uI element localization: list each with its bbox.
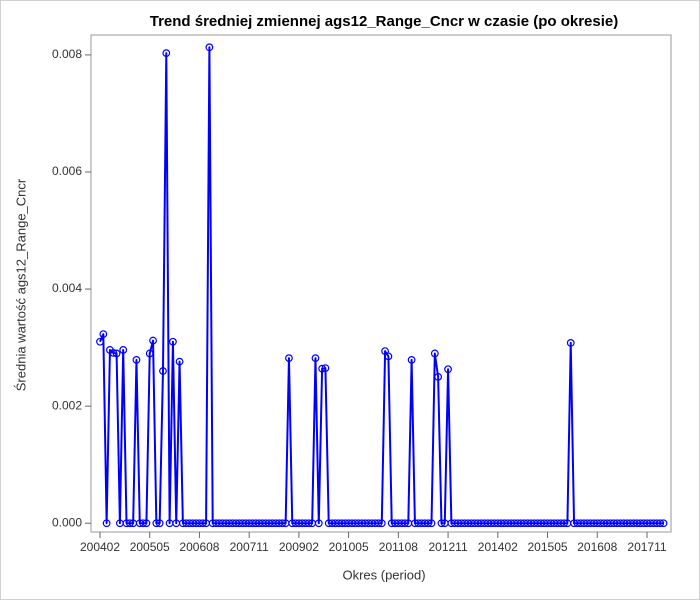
data-point: [427, 519, 436, 528]
data-point: [560, 519, 568, 528]
data-point: [437, 519, 446, 528]
x-tick-label: 200608: [179, 540, 219, 554]
data-point: [314, 519, 323, 528]
data-point: [155, 519, 164, 528]
data-point: [321, 364, 330, 372]
data-point: [407, 355, 416, 364]
data-point: [175, 357, 184, 366]
x-tick-label: 201608: [577, 540, 617, 554]
data-point: [434, 372, 443, 381]
data-point: [311, 354, 320, 363]
x-tick-label: 201711: [627, 540, 666, 554]
data-point: [96, 337, 104, 346]
data-point: [169, 337, 177, 346]
y-axis-label: Średnia wartość ags12_Range_Cncr: [13, 178, 28, 391]
x-tick-label: 200902: [279, 540, 319, 554]
data-point: [656, 519, 665, 528]
data-point: [384, 352, 393, 361]
data-point: [444, 365, 452, 374]
x-tick-label: 201402: [478, 540, 518, 554]
y-tick-label: 0.004: [52, 281, 82, 295]
data-point: [142, 519, 151, 528]
data-point: [139, 519, 147, 528]
x-tick-label: 201505: [528, 540, 568, 554]
data-point: [285, 354, 293, 363]
data-point: [102, 519, 111, 528]
data-point: [304, 519, 313, 528]
y-tick-label: 0.002: [52, 398, 82, 412]
data-point: [109, 348, 118, 357]
data-point: [198, 519, 207, 528]
y-tick-label: 0.008: [52, 47, 82, 61]
x-tick-label: 200711: [230, 540, 269, 554]
data-point: [659, 519, 668, 528]
x-tick-label: 201211: [428, 540, 467, 554]
data-point: [159, 367, 167, 375]
data-point: [145, 349, 154, 358]
x-tick-label: 200402: [80, 540, 120, 554]
data-point: [132, 355, 141, 364]
data-point: [401, 519, 409, 528]
x-tick-label: 201108: [379, 540, 418, 554]
data-point: [125, 519, 134, 528]
data-point: [149, 336, 157, 345]
data-point: [318, 364, 327, 373]
y-tick-label: 0.000: [52, 515, 82, 529]
data-point: [430, 349, 439, 358]
data-point: [377, 519, 386, 528]
data-point: [566, 339, 575, 347]
data-point: [152, 519, 161, 528]
x-tick-label: 201005: [329, 540, 369, 554]
data-point: [374, 519, 383, 528]
data-point: [112, 349, 121, 358]
x-tick-label: 200505: [130, 540, 170, 554]
data-point: [424, 519, 433, 528]
data-point: [162, 49, 171, 58]
x-axis-label: Okres (period): [342, 567, 425, 582]
data-point: [278, 519, 287, 528]
chart-title: Trend średniej zmiennej ags12_Range_Cncr…: [150, 13, 619, 30]
data-point: [99, 330, 108, 339]
data-point: [205, 43, 214, 52]
data-point: [119, 346, 128, 354]
y-tick-label: 0.006: [52, 164, 82, 178]
plot-frame: [90, 34, 672, 533]
